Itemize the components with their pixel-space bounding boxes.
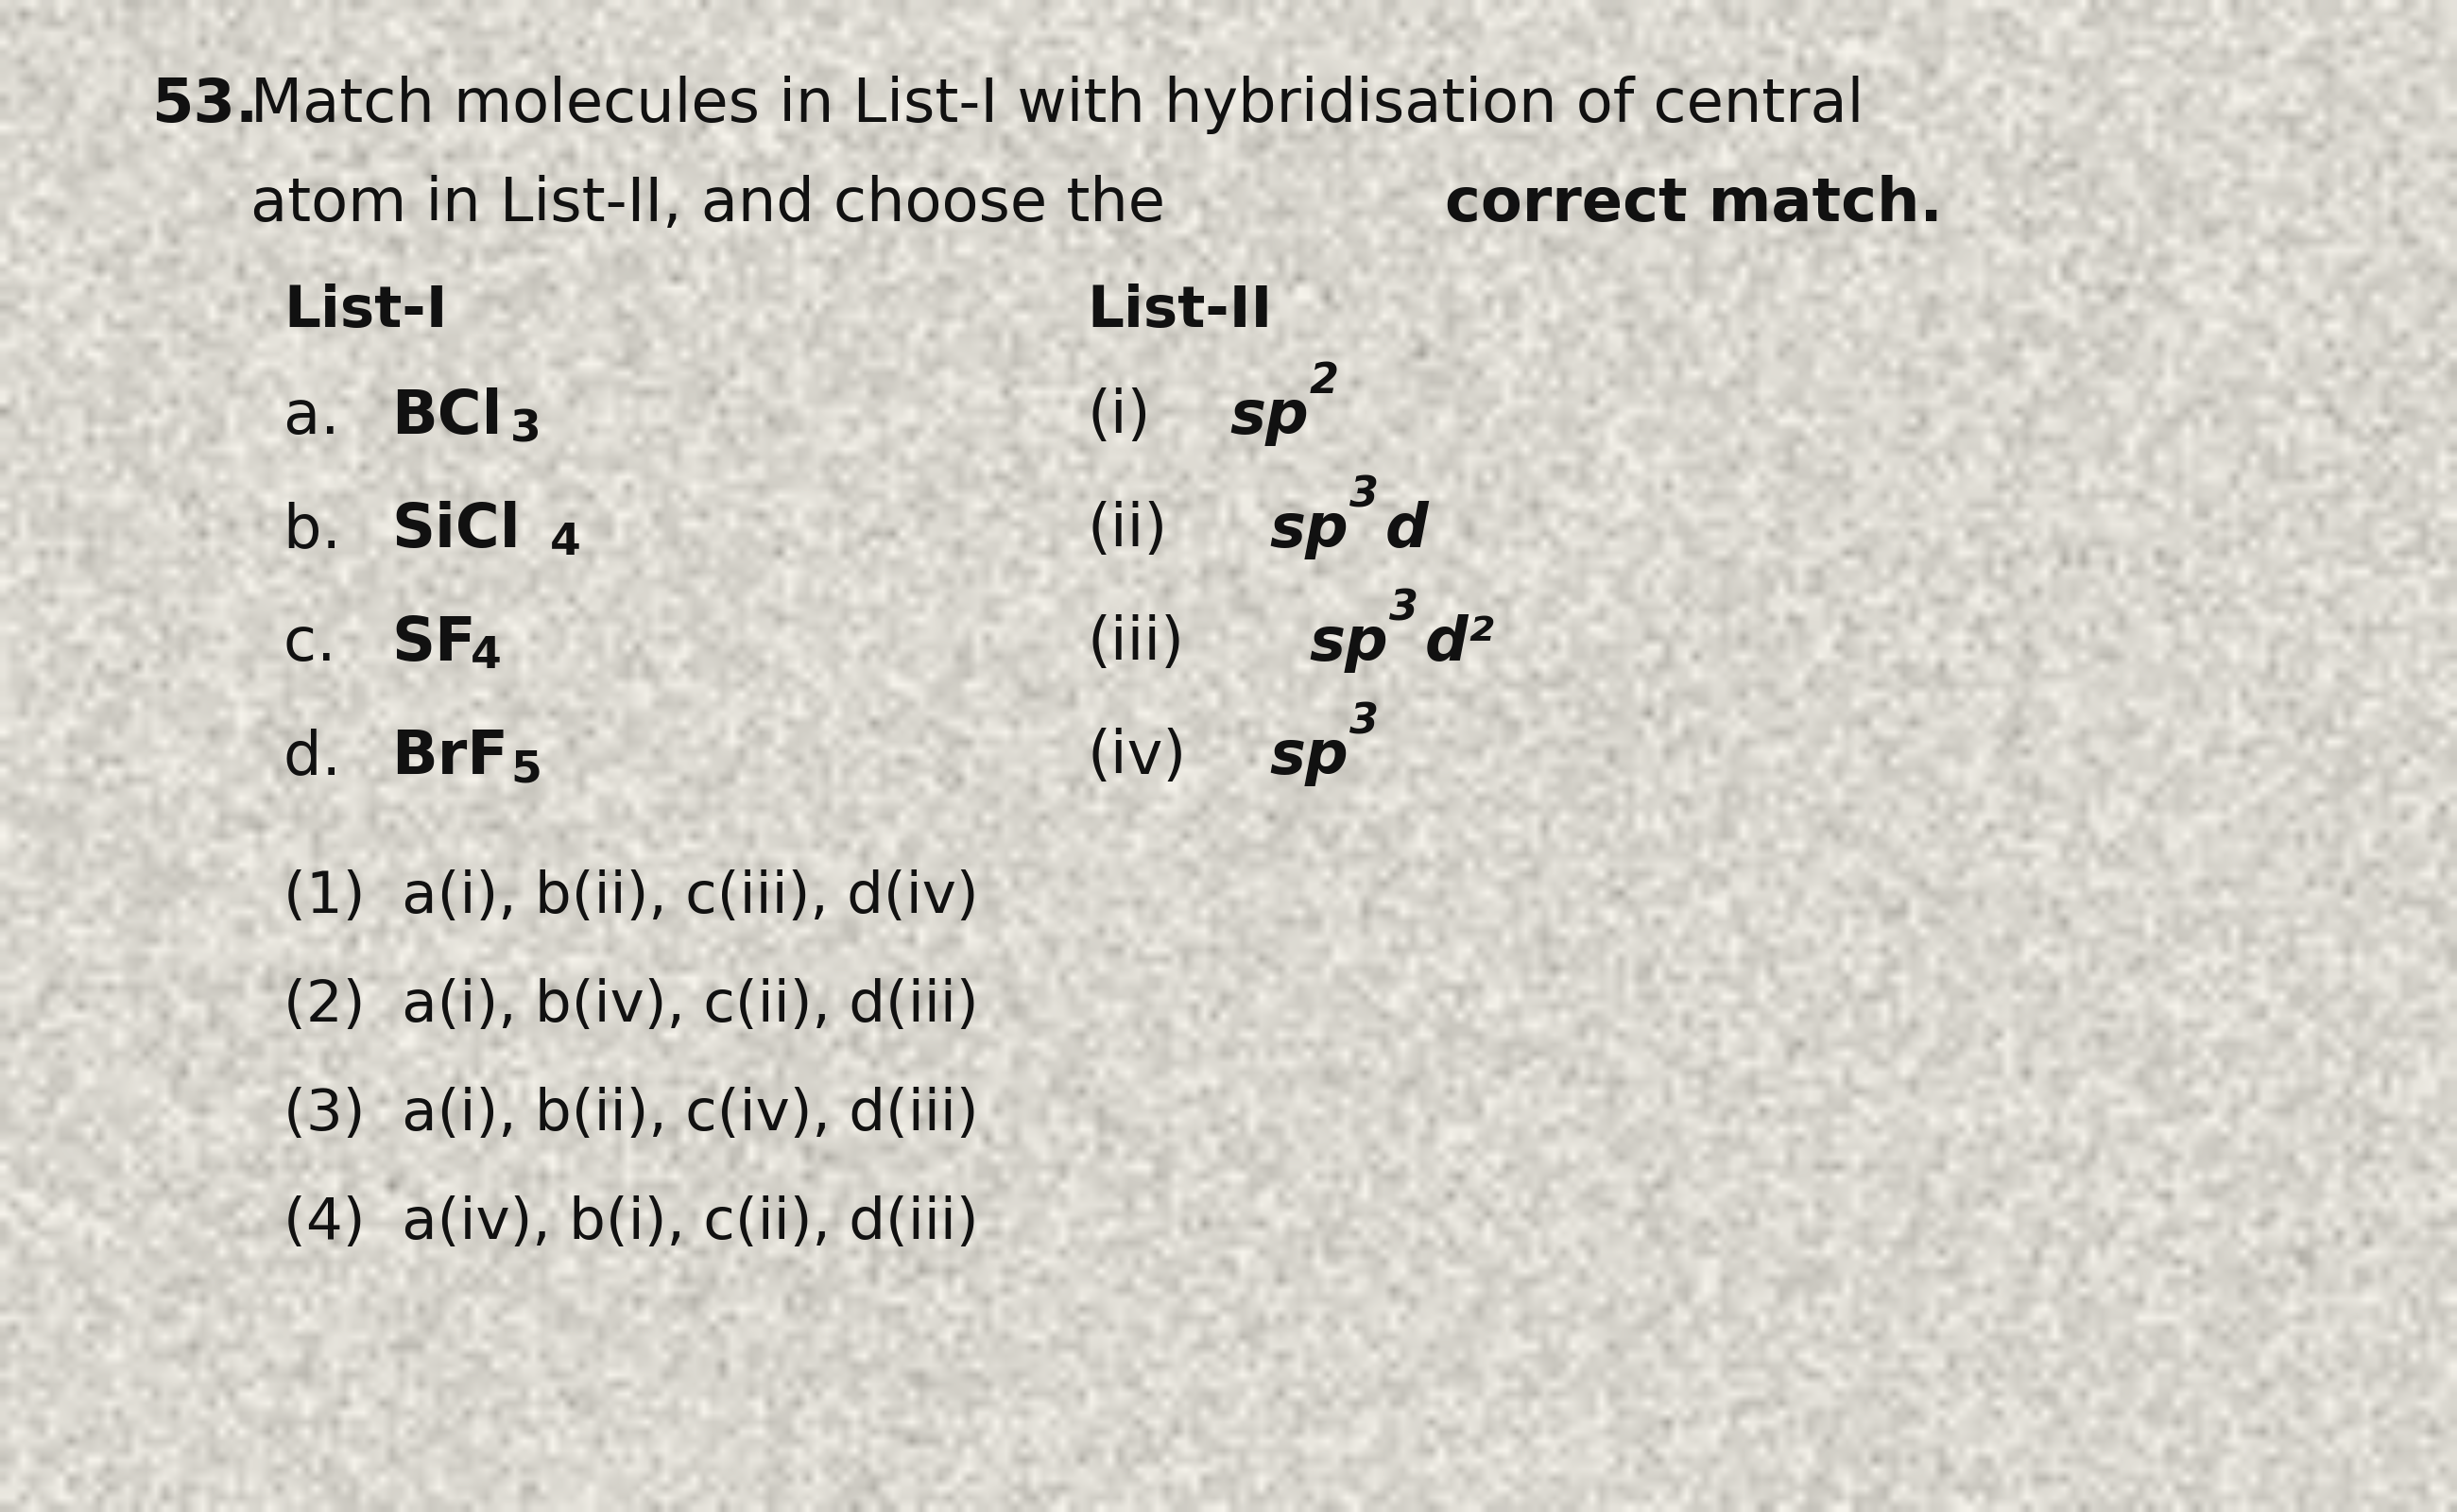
Text: (ii): (ii) (1086, 500, 1167, 559)
Text: sp: sp (1310, 614, 1388, 673)
Text: d.: d. (283, 727, 361, 786)
Text: BrF: BrF (391, 727, 509, 786)
Text: SF: SF (391, 614, 477, 673)
Text: (1)  a(i), b(ii), c(iii), d(iv): (1) a(i), b(ii), c(iii), d(iv) (283, 869, 978, 925)
Text: d: d (1386, 500, 1428, 559)
Text: (iv): (iv) (1086, 727, 1187, 786)
Text: sp: sp (1270, 727, 1349, 786)
Text: 53.: 53. (152, 76, 258, 135)
Text: d²: d² (1425, 614, 1494, 673)
Text: BCl: BCl (391, 387, 501, 446)
Text: (iii): (iii) (1086, 614, 1184, 673)
Text: correct match.: correct match. (1445, 175, 1943, 233)
Text: atom in List-II, and choose the: atom in List-II, and choose the (251, 175, 1184, 233)
Text: (4)  a(iv), b(i), c(ii), d(iii): (4) a(iv), b(i), c(ii), d(iii) (283, 1196, 978, 1252)
Text: List-I: List-I (283, 284, 447, 339)
Text: List-II: List-II (1086, 284, 1273, 339)
Text: 3: 3 (1349, 702, 1378, 742)
Text: 2: 2 (1310, 361, 1339, 402)
Text: 4: 4 (550, 522, 580, 564)
Text: sp: sp (1228, 387, 1310, 446)
Text: b.: b. (283, 500, 361, 559)
Text: (2)  a(i), b(iv), c(ii), d(iii): (2) a(i), b(iv), c(ii), d(iii) (283, 978, 978, 1034)
Text: 3: 3 (511, 408, 541, 451)
Text: 5: 5 (511, 748, 541, 791)
Text: c.: c. (283, 614, 356, 673)
Text: Match molecules in List-I with hybridisation of central: Match molecules in List-I with hybridisa… (251, 76, 1865, 135)
Text: 3: 3 (1388, 588, 1418, 629)
Text: 3: 3 (1349, 475, 1378, 516)
Text: SiCl: SiCl (391, 500, 521, 559)
Text: a.: a. (283, 387, 359, 446)
Text: (i): (i) (1086, 387, 1150, 446)
Text: sp: sp (1270, 500, 1349, 559)
Text: (3)  a(i), b(ii), c(iv), d(iii): (3) a(i), b(ii), c(iv), d(iii) (283, 1087, 978, 1143)
Text: 4: 4 (472, 635, 501, 677)
